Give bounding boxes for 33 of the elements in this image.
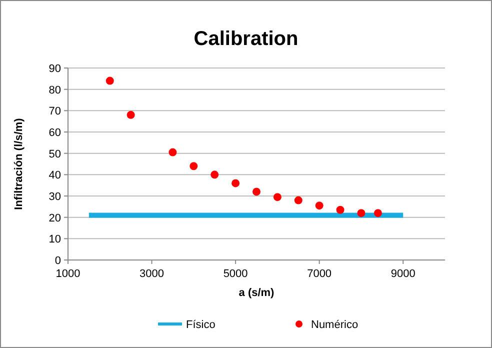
x-tick-label: 9000 <box>390 268 416 280</box>
point <box>126 110 135 119</box>
y-tick-label: 60 <box>48 127 61 139</box>
x-tick-label: 7000 <box>307 268 332 280</box>
x-tick-label: 1000 <box>56 268 80 280</box>
y-tick-label: 10 <box>48 234 61 246</box>
y-tick-label: 20 <box>48 212 61 224</box>
legend-label: Numérico <box>311 319 358 331</box>
y-tick-label: 70 <box>48 106 61 118</box>
point <box>210 170 219 179</box>
point <box>168 148 177 156</box>
point <box>106 76 114 85</box>
chart-title: Calibration <box>194 28 298 50</box>
y-tick-label: 90 <box>48 63 61 75</box>
point <box>357 209 366 218</box>
x-tick-label: 3000 <box>140 268 164 280</box>
point <box>294 196 302 204</box>
point <box>336 206 344 214</box>
y-tick-label: 30 <box>48 191 61 203</box>
point <box>232 179 240 188</box>
x-tick-label: 5000 <box>223 268 248 280</box>
point <box>374 209 382 218</box>
y-tick-label: 80 <box>48 84 61 96</box>
point <box>190 162 198 170</box>
point <box>252 188 260 196</box>
y-tick-label: 50 <box>48 148 61 160</box>
y-axis-title: Infiltración (l/s/m) <box>13 118 25 210</box>
x-axis-title: a (s/m) <box>238 287 275 299</box>
y-tick-label: 40 <box>48 170 61 182</box>
point <box>315 202 324 210</box>
legend-label: Físico <box>186 319 216 331</box>
point <box>273 193 282 202</box>
y-tick-label: 0 <box>54 255 61 267</box>
